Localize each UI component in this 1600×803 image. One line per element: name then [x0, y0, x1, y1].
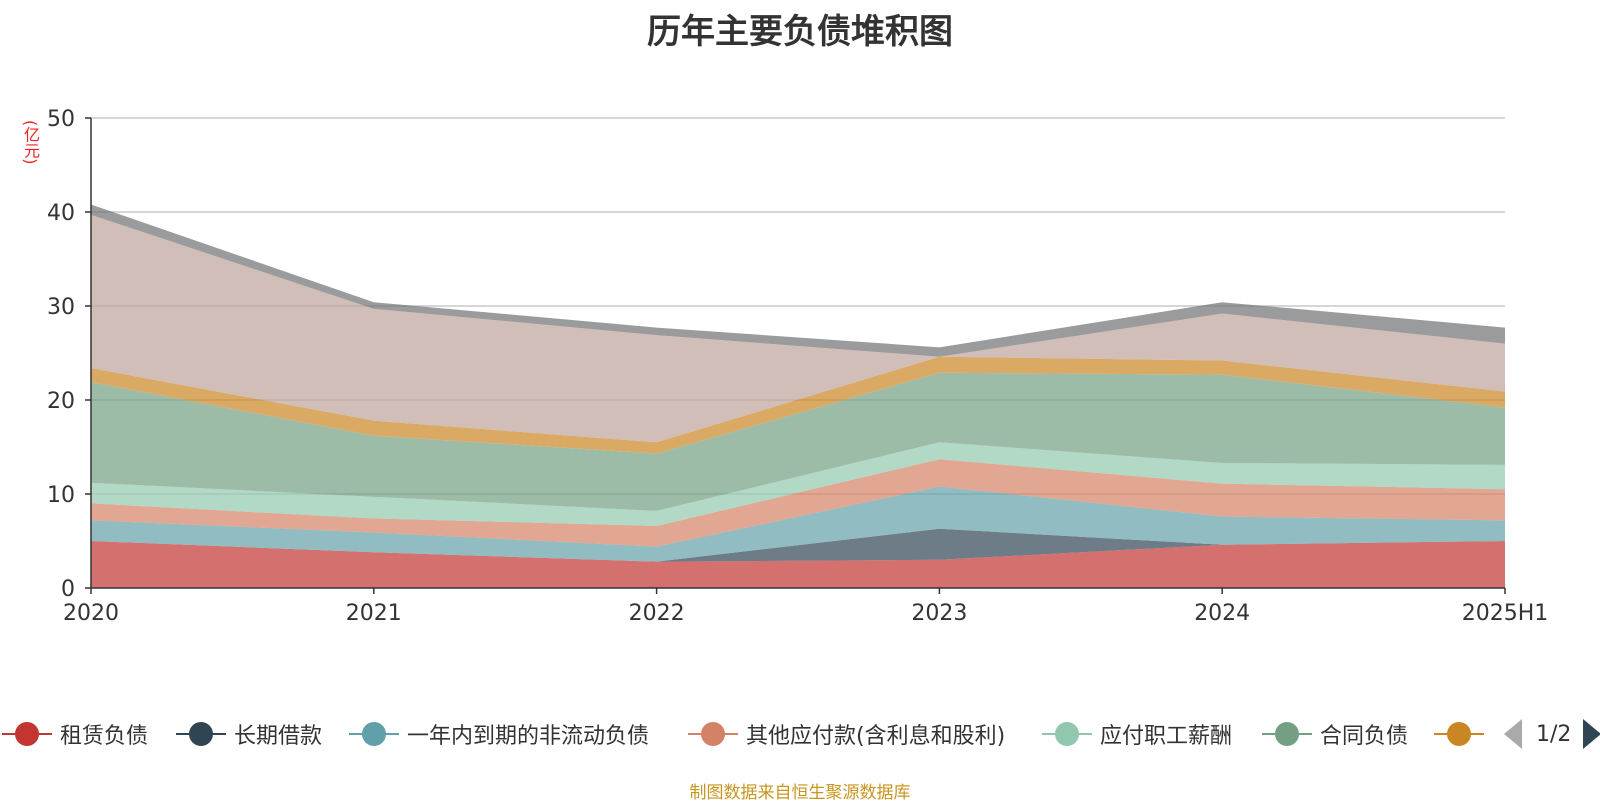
chart-title: 历年主要负债堆积图: [647, 12, 953, 52]
x-tick-label: 2021: [346, 601, 402, 626]
prev-page-icon[interactable]: [1504, 719, 1522, 749]
y-tick-label: 10: [47, 483, 75, 508]
area-series-5: [91, 442, 1505, 526]
x-tick-label: 2023: [911, 601, 967, 626]
legend-marker-icon: [1434, 714, 1484, 754]
legend-marker-icon: [688, 714, 738, 754]
legend-marker-icon: [1042, 714, 1092, 754]
legend-item[interactable]: 一年内到期的非流动负债: [349, 714, 649, 754]
area-series-2: [91, 528, 1505, 562]
next-page-icon[interactable]: [1583, 719, 1600, 749]
legend-marker-icon: [2, 714, 52, 754]
y-tick-label: 0: [61, 577, 75, 602]
legend-item[interactable]: 合同负债: [1262, 714, 1408, 754]
legend-item[interactable]: 其他应付款(含利息和股利): [688, 714, 1005, 754]
legend-marker-icon: [1262, 714, 1312, 754]
legend-label: 租赁负债: [60, 724, 149, 749]
legend-label: 长期借款: [234, 724, 323, 749]
legend-item[interactable]: [1434, 714, 1492, 754]
legend-item[interactable]: 长期借款: [176, 714, 322, 754]
legend-item[interactable]: 应付职工薪酬: [1042, 714, 1232, 754]
y-tick-label: 20: [47, 389, 75, 414]
legend-label: 其他应付款(含利息和股利): [746, 724, 1006, 749]
legend-item[interactable]: 租赁负债: [2, 714, 148, 754]
legend-pager: 1/2: [1500, 716, 1600, 752]
legend-page-indicator: 1/2: [1536, 721, 1572, 747]
data-source-note: 制图数据来自恒生聚源数据库: [689, 783, 911, 803]
y-axis-unit: (亿元): [21, 120, 40, 165]
legend: 租赁负债 长期借款 一年内到期的非流动负债 其他应付款(含利息和股利) 应付职工薪酬 合同…: [0, 714, 1600, 754]
x-tick-label: 2024: [1194, 601, 1250, 626]
area-series-3: [91, 486, 1505, 562]
y-tick-label: 30: [47, 295, 75, 320]
area-series-7: [91, 356, 1505, 454]
legend-label: 一年内到期的非流动负债: [407, 724, 650, 749]
legend-marker-icon: [349, 714, 399, 754]
legend-label: 应付职工薪酬: [1100, 724, 1233, 749]
area-series-4: [91, 459, 1505, 547]
legend-marker-icon: [176, 714, 226, 754]
y-tick-label: 40: [47, 201, 75, 226]
area-series-8: [91, 214, 1505, 443]
x-tick-label: 2025H1: [1462, 601, 1549, 626]
x-tick-label: 2020: [63, 601, 119, 626]
y-tick-label: 50: [47, 107, 75, 132]
area-series-6: [91, 372, 1505, 511]
area-series-1: [91, 541, 1505, 588]
area-series-9: [91, 204, 1505, 357]
legend-label: 合同负债: [1320, 724, 1409, 749]
x-tick-label: 2022: [629, 601, 685, 626]
